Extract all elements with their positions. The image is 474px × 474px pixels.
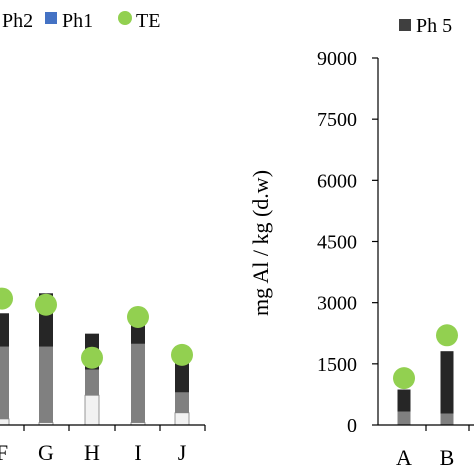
legend-swatch-ph1 — [45, 12, 57, 24]
y-tick-label-3: 4500 — [317, 232, 357, 254]
bar-segment-j-2 — [175, 358, 189, 393]
te-marker-f — [0, 287, 13, 310]
bar-segment-i-1 — [131, 343, 145, 423]
bar-segment-j-0 — [174, 412, 190, 426]
right-chart-panel: Ph 5 0 1500 3000 4500 6000 7500 9000 mg Al / kg … — [248, 15, 474, 470]
te-marker-g — [35, 293, 57, 316]
legend-swatch-ph5 — [399, 19, 411, 31]
x-tick-label-h: H — [84, 440, 100, 465]
te-marker-j — [171, 343, 193, 366]
bar-segment-b-0 — [440, 413, 454, 425]
y-tick-label-2: 3000 — [317, 293, 357, 315]
y-tick-label-4: 6000 — [317, 170, 357, 192]
bar-segment-j-1 — [175, 392, 189, 413]
y-tick-label-0: 0 — [347, 415, 357, 437]
bar-segment-h-1 — [85, 369, 99, 396]
legend-label-ph5: Ph 5 — [416, 15, 452, 37]
te-marker-h — [81, 346, 103, 369]
te-marker-i — [127, 305, 149, 328]
x-tick-label-i: I — [134, 440, 141, 465]
legend-label-ph2: Ph2 — [2, 10, 33, 32]
y-tick-label-1: 1500 — [317, 354, 357, 376]
legend-marker-te — [118, 11, 132, 25]
x-tick-label-g: G — [38, 440, 54, 465]
y-tick-label-5: 7500 — [317, 109, 357, 131]
y-tick-label-6: 9000 — [317, 48, 357, 70]
left-chart-panel: Ph2 Ph1 TE F G H I J — [0, 10, 206, 465]
bar-segment-a-0 — [397, 411, 411, 425]
x-tick-label-f: F — [0, 440, 8, 465]
bar-segment-g-1 — [39, 346, 53, 423]
legend-label-ph1: Ph1 — [62, 10, 93, 32]
te-marker-b — [436, 324, 458, 347]
bar-segment-b-1 — [440, 351, 454, 414]
bar-segment-f-0 — [0, 418, 10, 426]
x-tick-label-b: B — [440, 445, 455, 470]
bar-segment-f-1 — [0, 346, 9, 419]
bar-segment-f-2 — [0, 313, 9, 347]
bar-segment-h-0 — [84, 394, 100, 426]
bar-segment-a-1 — [397, 389, 411, 412]
te-marker-a — [393, 367, 415, 390]
y-axis-label: mg Al / kg (d.w) — [248, 170, 273, 316]
x-tick-label-a: A — [396, 445, 412, 470]
x-tick-label-j: J — [178, 440, 187, 465]
legend-label-te: TE — [136, 10, 160, 32]
